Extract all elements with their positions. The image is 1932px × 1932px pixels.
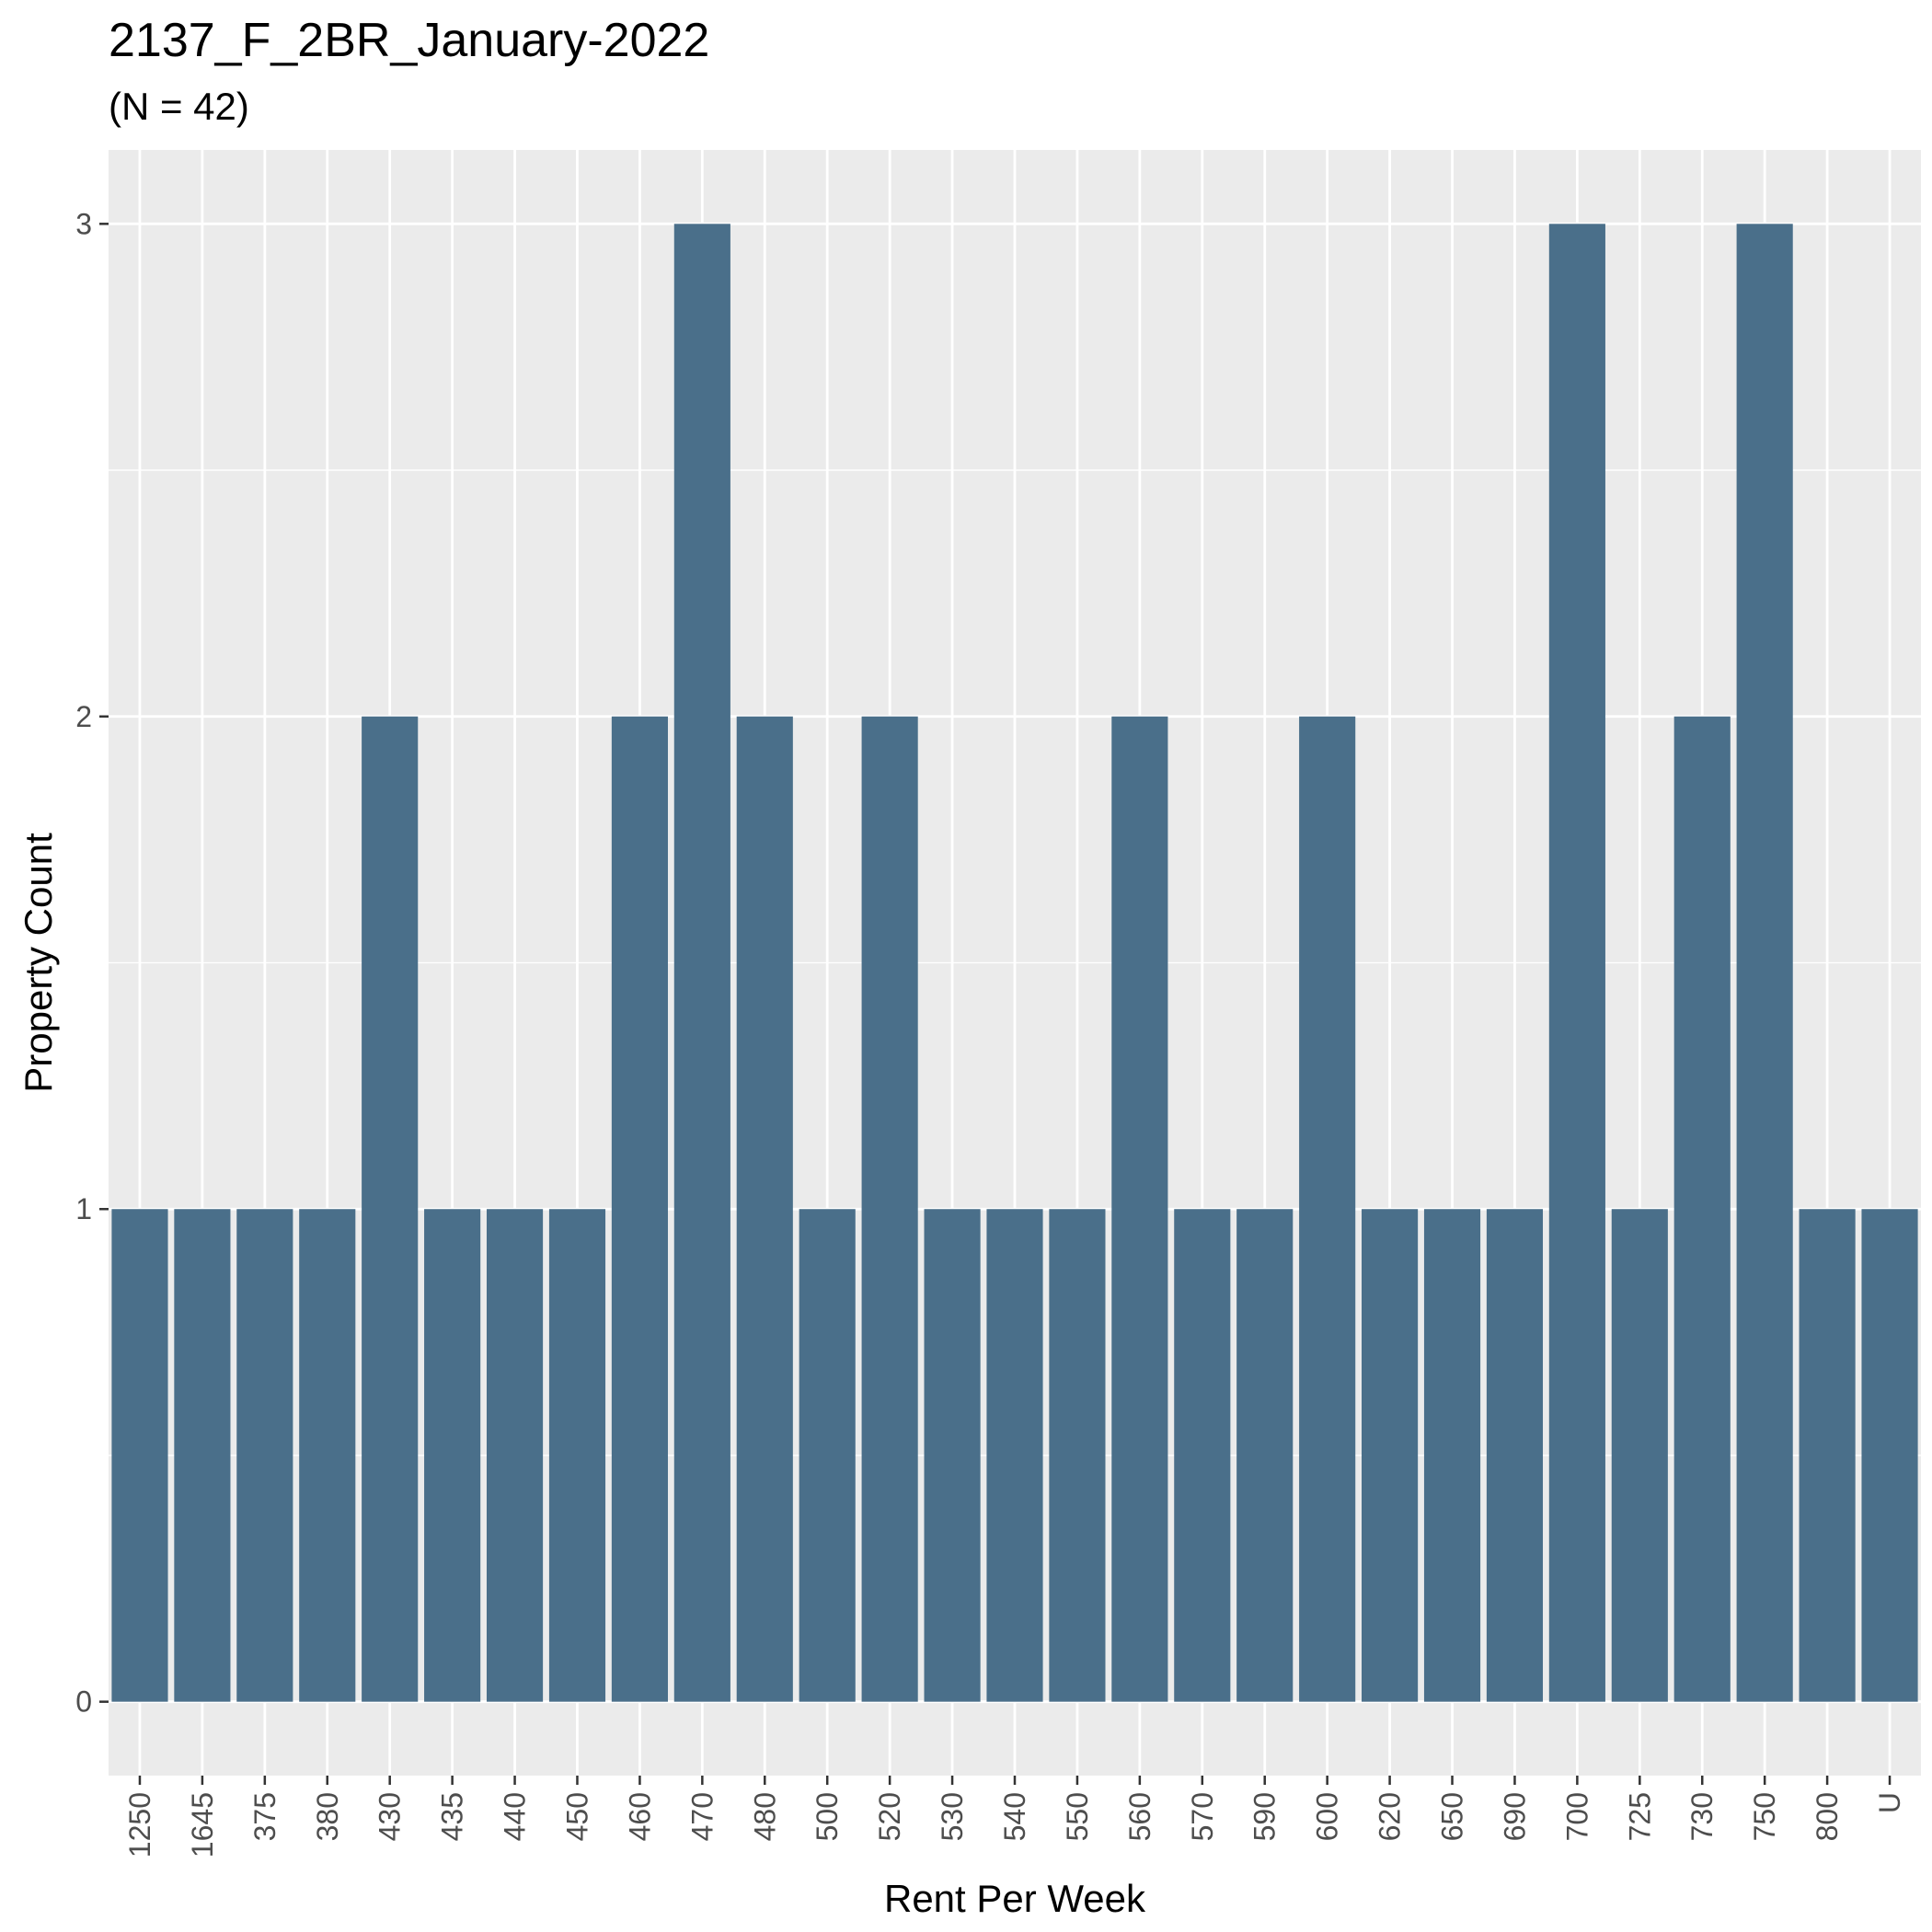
x-tick-label: 690: [1498, 1792, 1531, 1841]
x-tick-label: 600: [1311, 1792, 1344, 1841]
axes: 0 1 2 3 1250 1645 375 380 430 435 440 450 460 470 480 5…: [75, 207, 1906, 1857]
bar-530: [924, 1209, 981, 1702]
chart-title: 2137_F_2BR_January-2022: [109, 14, 710, 67]
bar-450: [548, 1209, 606, 1702]
bar-700: [1548, 224, 1605, 1702]
x-tick-label: 440: [499, 1792, 532, 1841]
y-tick-label: 0: [75, 1685, 92, 1719]
x-tick-label: 380: [311, 1792, 344, 1841]
bar-725: [1611, 1209, 1668, 1702]
bar-1250: [111, 1209, 168, 1702]
x-tick-label: 570: [1186, 1792, 1219, 1841]
y-axis-title: Property Count: [17, 833, 60, 1093]
x-tick-label: U: [1873, 1792, 1906, 1813]
x-tick-label: 560: [1123, 1792, 1156, 1841]
bar-430: [362, 716, 419, 1702]
bar-500: [799, 1209, 856, 1702]
bar-435: [424, 1209, 481, 1702]
bar-560: [1111, 716, 1168, 1702]
bar-550: [1049, 1209, 1106, 1702]
x-tick-label: 480: [748, 1792, 781, 1841]
x-tick-label: 1250: [123, 1792, 156, 1857]
bar-U: [1861, 1209, 1918, 1702]
x-tick-label: 590: [1248, 1792, 1282, 1841]
y-tick-label: 2: [75, 700, 92, 733]
x-tick-label: 550: [1061, 1792, 1094, 1841]
y-tick-label: 1: [75, 1192, 92, 1225]
x-axis-title: Rent Per Week: [884, 1877, 1146, 1920]
bar-470: [673, 224, 730, 1702]
bar-440: [486, 1209, 544, 1702]
bar-600: [1299, 716, 1356, 1702]
bar-520: [861, 716, 918, 1702]
bar-1645: [174, 1209, 231, 1702]
x-tick-label: 700: [1560, 1792, 1593, 1841]
bar-620: [1362, 1209, 1419, 1702]
bar-375: [236, 1209, 293, 1702]
x-tick-label: 500: [811, 1792, 844, 1841]
bar-460: [611, 716, 668, 1702]
x-tick-label: 470: [685, 1792, 719, 1841]
bar-730: [1673, 716, 1731, 1702]
x-tick-label: 725: [1623, 1792, 1656, 1841]
x-tick-label: 650: [1436, 1792, 1469, 1841]
x-tick-label: 540: [998, 1792, 1031, 1841]
x-tick-label: 435: [436, 1792, 469, 1841]
bar-690: [1486, 1209, 1544, 1702]
x-tick-label: 730: [1685, 1792, 1719, 1841]
x-tick-label: 520: [873, 1792, 906, 1841]
x-tick-label: 450: [560, 1792, 593, 1841]
bar-750: [1736, 224, 1793, 1702]
x-tick-label: 375: [248, 1792, 282, 1841]
bar-380: [299, 1209, 356, 1702]
chart-subtitle: (N = 42): [109, 85, 249, 128]
bar-540: [986, 1209, 1043, 1702]
bar-650: [1423, 1209, 1481, 1702]
bars: [111, 224, 1918, 1702]
x-tick-label: 530: [936, 1792, 969, 1841]
x-tick-label: 750: [1748, 1792, 1781, 1841]
bar-800: [1799, 1209, 1856, 1702]
bar-480: [736, 716, 793, 1702]
x-tick-label: 800: [1811, 1792, 1844, 1841]
bar-590: [1236, 1209, 1294, 1702]
y-tick-label: 3: [75, 207, 92, 240]
x-tick-label: 430: [374, 1792, 407, 1841]
x-tick-label: 620: [1374, 1792, 1407, 1841]
bar-570: [1174, 1209, 1231, 1702]
x-tick-label: 460: [623, 1792, 656, 1841]
x-tick-label: 1645: [186, 1792, 219, 1857]
